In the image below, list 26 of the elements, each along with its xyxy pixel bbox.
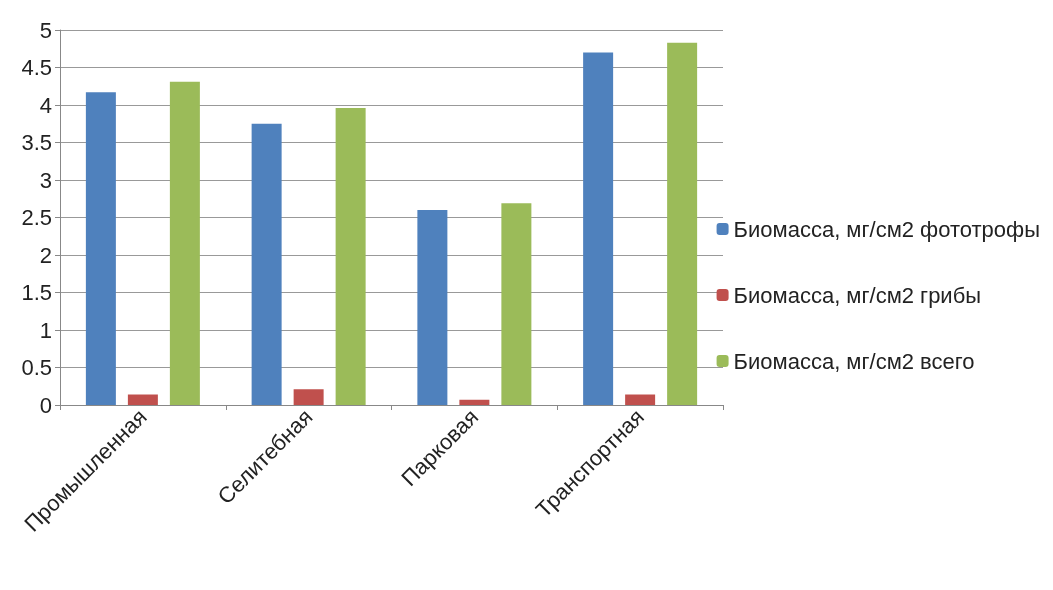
- legend-label: Биомасса, мг/см2 грибы: [733, 282, 982, 308]
- legend-label: Биомасса, мг/см2 всего: [733, 348, 975, 374]
- bar: [501, 203, 532, 405]
- bar: [417, 210, 448, 405]
- y-tick-label: 4: [39, 92, 52, 118]
- y-tick-label: 3.5: [21, 130, 52, 155]
- y-tick-label: 3: [39, 167, 52, 193]
- bar: [583, 52, 614, 405]
- bar: [667, 42, 698, 405]
- bar: [251, 123, 282, 405]
- y-tick-label: 0: [39, 392, 52, 418]
- y-tick-label: 1.5: [21, 280, 52, 305]
- y-tick-label: 5: [39, 17, 52, 43]
- bar: [335, 108, 366, 405]
- bar: [459, 399, 490, 405]
- bar: [127, 394, 158, 405]
- bar: [293, 389, 324, 405]
- y-tick-label: 4.5: [21, 55, 52, 80]
- y-tick-label: 2.5: [21, 205, 52, 230]
- legend-label: Биомасса, мг/см2 фототрофы: [733, 216, 1041, 242]
- y-tick-label: 2: [39, 242, 52, 268]
- bar: [625, 394, 656, 405]
- y-tick-label: 1: [39, 317, 52, 343]
- bar: [85, 92, 116, 405]
- bar: [169, 81, 200, 405]
- y-tick-label: 0.5: [21, 355, 52, 380]
